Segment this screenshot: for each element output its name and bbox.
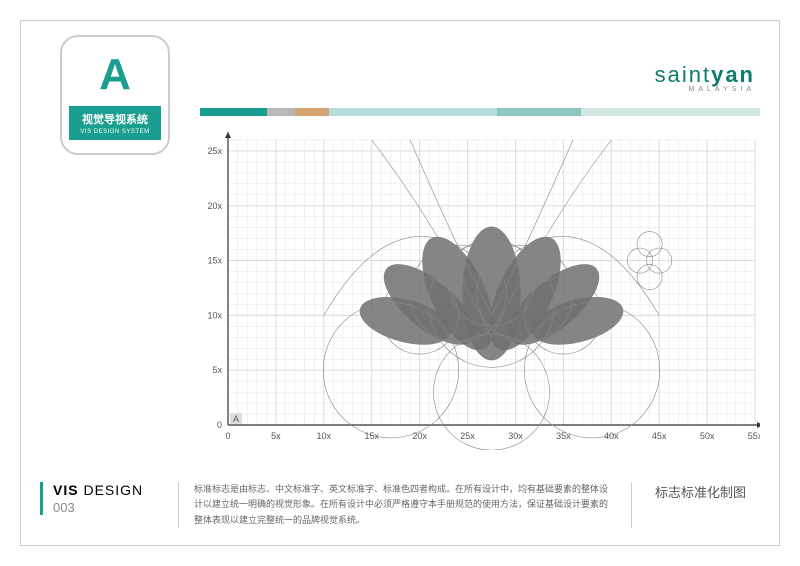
footer-title: VIS DESIGN <box>53 482 160 498</box>
svg-text:25x: 25x <box>460 431 475 441</box>
footer: VIS DESIGN 003 标准标志是由标志、中文标准字、英文标准字、标准色四… <box>40 482 760 528</box>
badge-cn: 视觉导视系统 <box>77 111 153 127</box>
svg-text:0: 0 <box>217 420 222 430</box>
svg-text:40x: 40x <box>604 431 619 441</box>
svg-text:A: A <box>233 414 239 424</box>
construction-grid-chart: 0 5x 10x 15x 20x 25x 30x 35x 40x 45x 50x 55x 25x 20x 1… <box>200 130 760 450</box>
section-badge: A 视觉导视系统 VIS DESIGN SYSTEM <box>60 35 170 155</box>
svg-text:50x: 50x <box>700 431 715 441</box>
svg-text:25x: 25x <box>207 146 222 156</box>
footer-right-title: 标志标准化制图 <box>650 482 760 501</box>
badge-label: 视觉导视系统 VIS DESIGN SYSTEM <box>69 106 161 140</box>
footer-page-num: 003 <box>53 500 160 515</box>
svg-text:30x: 30x <box>508 431 523 441</box>
accent-stripe <box>200 108 760 116</box>
badge-letter: A <box>99 50 131 100</box>
svg-text:5x: 5x <box>271 431 281 441</box>
svg-text:20x: 20x <box>412 431 427 441</box>
svg-text:15x: 15x <box>364 431 379 441</box>
svg-text:10x: 10x <box>207 310 222 320</box>
badge-en: VIS DESIGN SYSTEM <box>77 129 153 135</box>
svg-text:10x: 10x <box>317 431 332 441</box>
brand-logo: saintyan MALAYSIA <box>655 62 755 93</box>
footer-left: VIS DESIGN 003 <box>40 482 160 515</box>
svg-text:45x: 45x <box>652 431 667 441</box>
footer-body: 标准标志是由标志、中文标准字、英文标准字、标准色四者构成。在所有设计中，均有基础… <box>178 482 632 528</box>
svg-text:0: 0 <box>225 431 230 441</box>
svg-text:55x: 55x <box>748 431 760 441</box>
svg-text:35x: 35x <box>556 431 571 441</box>
svg-text:20x: 20x <box>207 201 222 211</box>
svg-text:15x: 15x <box>207 256 222 266</box>
brand-wordmark: saintyan <box>655 62 755 88</box>
svg-text:5x: 5x <box>212 365 222 375</box>
chart-svg: 0 5x 10x 15x 20x 25x 30x 35x 40x 45x 50x 55x 25x 20x 1… <box>200 130 760 450</box>
